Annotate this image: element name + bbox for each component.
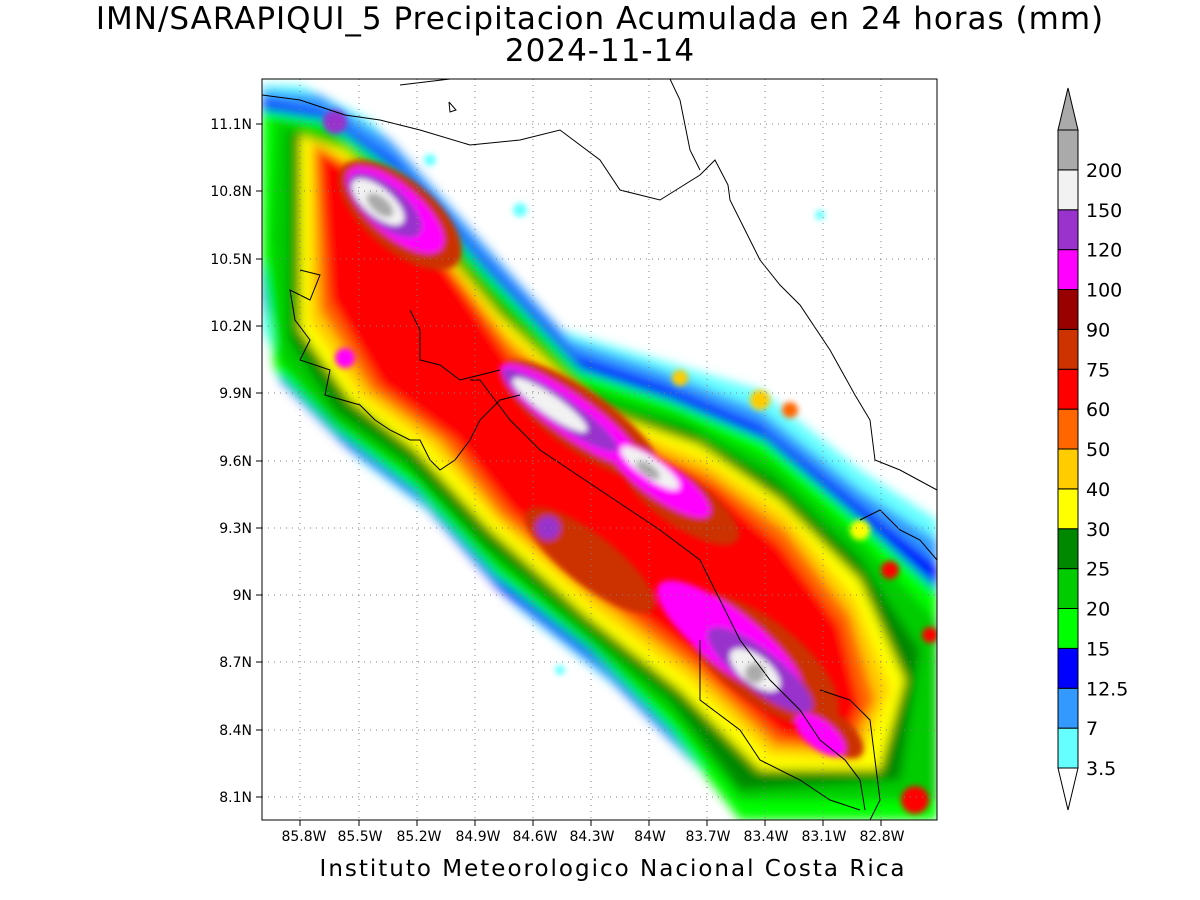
lon-label: 83.4W: [743, 829, 788, 845]
colorbar-arrow-bottom: [1057, 767, 1079, 811]
colorbar-label: 3.5: [1086, 758, 1116, 780]
lat-label: 10.2N: [210, 319, 252, 335]
lon-label: 85.8W: [281, 829, 326, 845]
lon-label: 83.1W: [801, 829, 846, 845]
colorbar-label: 90: [1086, 319, 1110, 341]
colorbar-swatch: [1057, 289, 1079, 330]
map-frame: [261, 78, 938, 821]
colorbar-swatch: [1057, 727, 1079, 769]
lat-label: 8.1N: [219, 790, 252, 806]
lat-label: 8.4N: [219, 723, 252, 739]
lat-label: 10.8N: [210, 184, 252, 200]
precipitation-field: [262, 85, 937, 820]
colorbar-swatch: [1057, 647, 1079, 689]
colorbar-label: 200: [1086, 160, 1122, 182]
colorbar-swatch: [1057, 528, 1079, 570]
colorbar-arrow-top: [1057, 87, 1079, 131]
colorbar-swatch: [1057, 448, 1079, 490]
colorbar-label: 50: [1086, 439, 1110, 461]
longitude-labels: 85.8W 85.5W 85.2W 84.9W 84.6W 84.3W 84W …: [281, 829, 904, 845]
colorbar-label: 30: [1086, 519, 1110, 541]
colorbar-label: 7: [1086, 718, 1098, 740]
lat-label: 9.6N: [219, 454, 252, 470]
colorbar-swatch: [1057, 608, 1079, 649]
colorbar-label: 75: [1086, 359, 1110, 381]
colorbar-swatch: [1057, 488, 1079, 530]
coastline: [262, 79, 937, 820]
colorbar-label: 120: [1086, 240, 1122, 262]
map-date: 2024-11-14: [504, 33, 696, 69]
lat-label: 8.7N: [219, 655, 252, 671]
colorbar-swatch: [1057, 249, 1079, 290]
colorbar-swatch: [1057, 687, 1079, 729]
lat-label: 9N: [233, 588, 252, 604]
colorbar-swatch: [1057, 209, 1079, 251]
colorbar-label: 25: [1086, 559, 1110, 581]
lat-label: 9.3N: [219, 521, 252, 537]
colorbar-label: 60: [1086, 399, 1110, 421]
footer-credit: Instituto Meteorologico Nacional Costa R…: [319, 856, 907, 882]
lon-label: 84.9W: [455, 829, 500, 845]
lon-label: 85.5W: [337, 829, 382, 845]
colorbar-swatch: [1057, 568, 1079, 609]
lat-label: 10.5N: [210, 252, 252, 268]
colorbar: 3.5 7 12.5 15 20 25 30 40 50 60 75 90 100 120 150 200: [1057, 87, 1128, 811]
colorbar-swatch: [1057, 408, 1079, 450]
lon-label: 83.7W: [685, 829, 730, 845]
latitude-labels: 11.1N 10.8N 10.5N 10.2N 9.9N 9.6N 9.3N 9…: [210, 117, 252, 806]
lat-label: 11.1N: [210, 117, 252, 133]
map-title: IMN/SARAPIQUI_5 Precipitacion Acumulada …: [95, 1, 1105, 37]
lon-label: 84.3W: [569, 829, 614, 845]
colorbar-label: 150: [1086, 200, 1122, 222]
lon-label: 84.6W: [512, 829, 557, 845]
colorbar-swatch: [1057, 129, 1079, 171]
colorbar-label: 15: [1086, 638, 1110, 660]
lon-label: 84W: [634, 829, 666, 845]
colorbar-label: 12.5: [1086, 678, 1128, 700]
colorbar-label: 40: [1086, 479, 1110, 501]
colorbar-swatch: [1057, 169, 1079, 211]
colorbar-swatch: [1057, 368, 1079, 410]
lat-label: 9.9N: [219, 386, 252, 402]
colorbar-swatch: [1057, 328, 1079, 370]
colorbar-label: 20: [1086, 599, 1110, 621]
lon-label: 82.8W: [859, 829, 904, 845]
lon-label: 85.2W: [396, 829, 441, 845]
tick-marks: [256, 123, 882, 826]
colorbar-label: 100: [1086, 280, 1122, 302]
